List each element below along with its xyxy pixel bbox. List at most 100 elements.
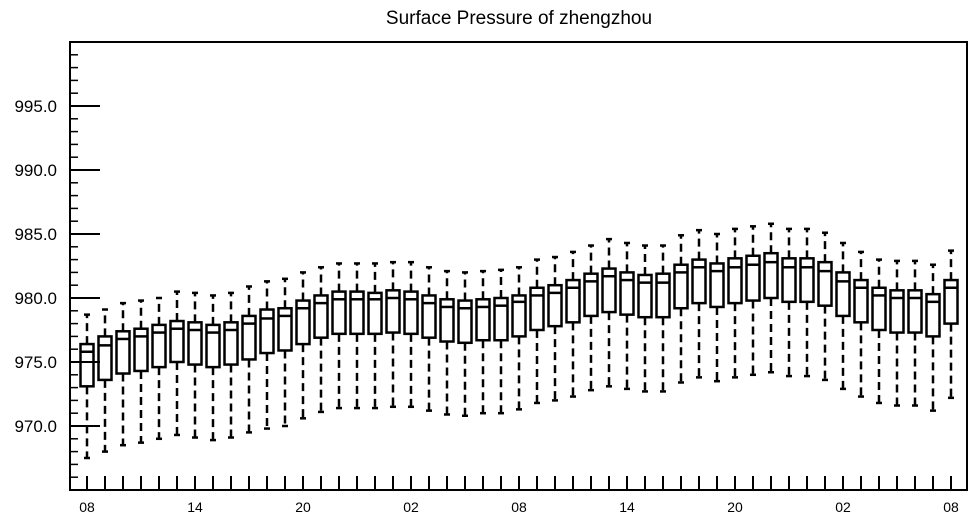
box-iqr xyxy=(799,257,815,304)
box-iqr xyxy=(727,257,743,305)
x-tick-label: 14 xyxy=(187,499,203,515)
box-iqr xyxy=(367,291,383,336)
box-34 xyxy=(691,228,707,379)
box-16 xyxy=(367,262,383,410)
box-13 xyxy=(313,266,329,414)
box-iqr xyxy=(493,296,509,342)
x-tick-label: 20 xyxy=(727,499,743,515)
box-41 xyxy=(817,231,833,382)
box-iqr xyxy=(331,290,347,336)
box-iqr xyxy=(115,330,131,375)
box-15 xyxy=(349,262,365,410)
box-10 xyxy=(259,280,275,430)
y-axis: 970.0 975.0 980.0 985.0 990.0 995.0 xyxy=(14,54,100,478)
box-iqr xyxy=(907,289,923,334)
x-tick-label: 08 xyxy=(943,499,959,515)
box-iqr xyxy=(835,271,851,318)
box-40 xyxy=(799,227,815,378)
box-iqr xyxy=(547,283,563,328)
box-3 xyxy=(133,299,149,444)
boxes-layer xyxy=(79,222,959,460)
box-iqr xyxy=(403,290,419,336)
box-iqr xyxy=(349,290,365,336)
box-iqr xyxy=(655,272,671,319)
box-iqr xyxy=(79,342,95,388)
box-45 xyxy=(889,259,905,407)
box-2 xyxy=(115,301,131,447)
box-47 xyxy=(925,263,941,412)
box-iqr xyxy=(763,251,779,300)
box-17 xyxy=(385,260,401,409)
box-20 xyxy=(439,269,455,416)
box-iqr xyxy=(475,298,491,342)
box-iqr xyxy=(781,257,797,304)
box-4 xyxy=(151,296,167,441)
box-46 xyxy=(907,259,923,407)
box-8 xyxy=(223,291,239,439)
box-44 xyxy=(871,258,887,405)
box-38 xyxy=(763,222,779,374)
box-6 xyxy=(187,291,203,439)
box-9 xyxy=(241,285,257,434)
y-tick-label: 970.0 xyxy=(14,417,57,436)
y-tick-label: 995.0 xyxy=(14,97,57,116)
box-32 xyxy=(655,244,671,393)
x-tick-label: 14 xyxy=(619,499,635,515)
box-iqr xyxy=(457,299,473,345)
box-42 xyxy=(835,241,851,391)
chart-title: Surface Pressure of zhengzhou xyxy=(386,8,652,29)
box-iqr xyxy=(295,299,311,346)
box-0 xyxy=(79,313,95,460)
box-iqr xyxy=(583,272,599,318)
box-39 xyxy=(781,227,797,378)
box-iqr xyxy=(277,306,293,352)
box-iqr xyxy=(871,286,887,332)
box-14 xyxy=(331,262,347,410)
x-tick-label: 08 xyxy=(511,499,527,515)
box-iqr xyxy=(853,278,869,324)
box-1 xyxy=(97,308,113,453)
box-iqr xyxy=(709,262,725,309)
box-iqr xyxy=(691,258,707,305)
box-43 xyxy=(853,250,869,398)
box-iqr xyxy=(223,321,239,366)
box-12 xyxy=(295,271,311,420)
x-tick-label: 08 xyxy=(79,499,95,515)
box-29 xyxy=(601,237,617,388)
box-iqr xyxy=(133,327,149,373)
box-7 xyxy=(205,294,221,442)
box-iqr xyxy=(511,294,527,338)
box-11 xyxy=(277,277,293,428)
box-33 xyxy=(673,234,689,384)
box-iqr xyxy=(529,286,545,332)
box-iqr xyxy=(169,319,185,364)
box-22 xyxy=(475,269,491,415)
y-tick-label: 985.0 xyxy=(14,225,57,244)
box-iqr xyxy=(313,294,329,339)
box-iqr xyxy=(889,289,905,334)
box-27 xyxy=(565,250,581,398)
x-tick-label: 20 xyxy=(295,499,311,515)
y-tick-label: 980.0 xyxy=(14,289,57,308)
x-tick-label: 02 xyxy=(835,499,851,515)
box-35 xyxy=(709,232,725,383)
box-26 xyxy=(547,255,563,402)
box-iqr xyxy=(619,271,635,316)
box-iqr xyxy=(97,335,113,382)
box-iqr xyxy=(817,260,833,307)
box-iqr xyxy=(187,321,203,366)
x-axis: 08 14 20 02 08 14 20 02 08 xyxy=(79,476,959,515)
box-5 xyxy=(169,290,185,437)
box-18 xyxy=(403,260,419,409)
box-28 xyxy=(583,244,599,392)
box-30 xyxy=(619,241,635,391)
x-tick-label: 02 xyxy=(403,499,419,515)
box-31 xyxy=(637,244,653,393)
box-iqr xyxy=(241,314,257,361)
box-iqr xyxy=(565,278,581,324)
box-iqr xyxy=(745,254,761,302)
y-tick-label: 990.0 xyxy=(14,161,57,180)
box-48 xyxy=(943,249,959,400)
box-iqr xyxy=(385,289,401,334)
